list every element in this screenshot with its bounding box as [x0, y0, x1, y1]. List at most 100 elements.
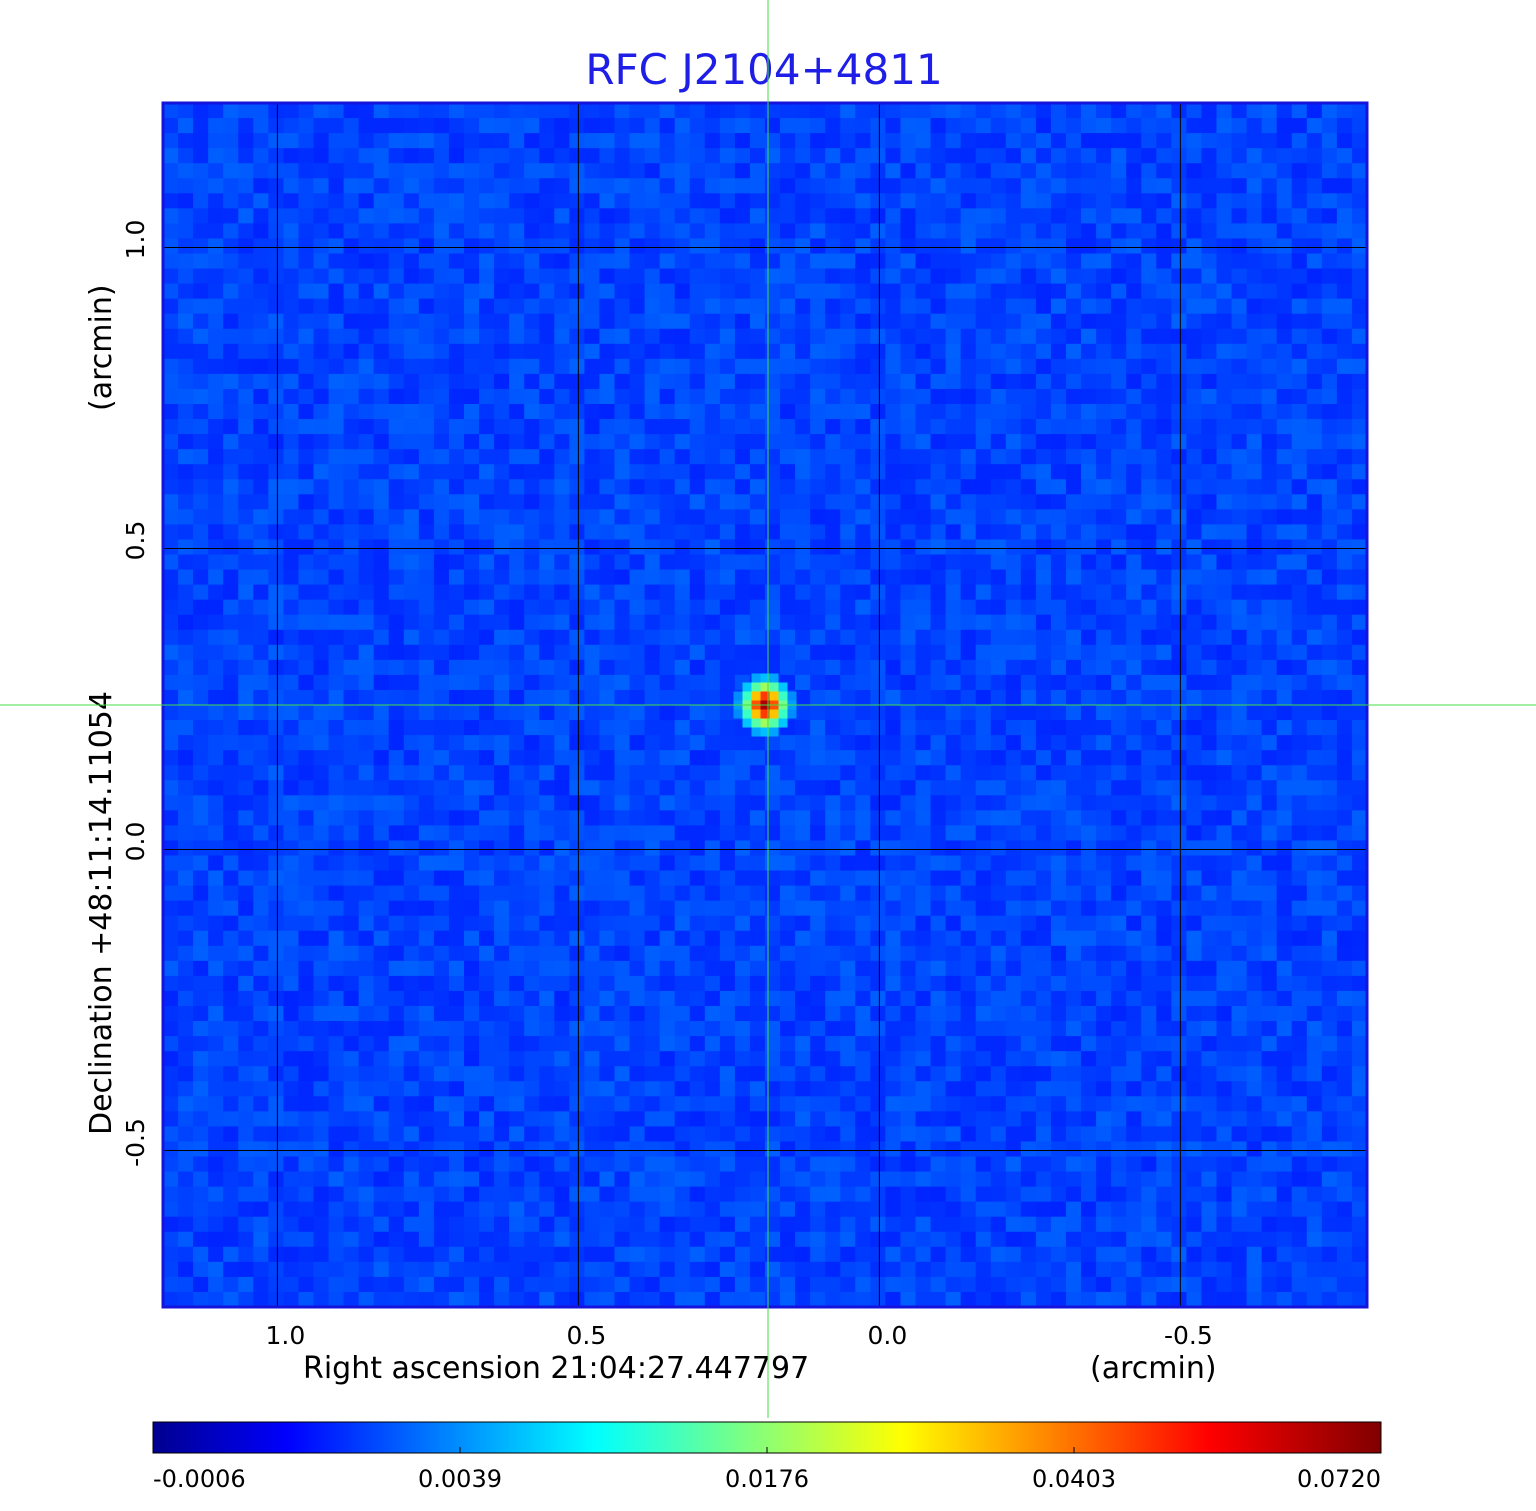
noise-pixel: [614, 509, 631, 525]
noise-pixel: [780, 599, 796, 616]
noise-pixel: [1081, 479, 1097, 495]
noise-pixel: [749, 434, 766, 450]
noise-pixel: [1066, 810, 1082, 826]
noise-pixel: [313, 1126, 330, 1143]
noise-pixel: [704, 945, 721, 962]
noise-pixel: [1005, 494, 1022, 510]
noise-pixel: [178, 434, 194, 450]
noise-pixel: [1020, 223, 1037, 240]
noise-pixel: [704, 148, 721, 164]
noise-pixel: [253, 223, 269, 240]
noise-pixel: [1005, 388, 1022, 405]
noise-pixel: [1050, 404, 1067, 420]
noise-pixel: [193, 900, 209, 917]
noise-pixel: [388, 1156, 405, 1173]
noise-pixel: [825, 343, 841, 360]
noise-pixel: [734, 253, 751, 270]
noise-pixel: [509, 479, 525, 495]
noise-pixel: [163, 674, 179, 691]
noise-pixel: [494, 208, 510, 224]
noise-pixel: [208, 298, 224, 315]
noise-pixel: [1005, 449, 1022, 465]
noise-pixel: [629, 1036, 646, 1052]
noise-pixel: [810, 419, 826, 435]
noise-pixel: [885, 1051, 902, 1067]
noise-pixel: [373, 133, 390, 149]
noise-pixel: [178, 118, 194, 134]
noise-pixel: [825, 1021, 841, 1037]
noise-pixel: [810, 599, 826, 616]
noise-pixel: [388, 1111, 405, 1127]
noise-pixel: [433, 133, 450, 149]
noise-pixel: [298, 539, 315, 556]
noise-pixel: [554, 614, 570, 631]
noise-pixel: [719, 644, 736, 661]
noise-pixel: [855, 1066, 871, 1082]
noise-pixel: [749, 1201, 766, 1218]
noise-pixel: [734, 870, 751, 887]
noise-pixel: [975, 1276, 992, 1293]
noise-pixel: [358, 373, 375, 390]
noise-pixel: [765, 569, 781, 586]
noise-pixel: [388, 975, 405, 992]
noise-pixel: [584, 945, 601, 962]
noise-pixel: [283, 1201, 300, 1218]
noise-pixel: [1035, 238, 1052, 255]
noise-pixel: [915, 1066, 932, 1082]
noise-pixel: [163, 750, 179, 766]
noise-pixel: [599, 208, 616, 224]
noise-pixel: [223, 1276, 239, 1293]
noise-pixel: [915, 705, 932, 721]
noise-pixel: [373, 1006, 390, 1022]
noise-pixel: [870, 268, 886, 285]
noise-pixel: [915, 103, 932, 119]
noise-pixel: [524, 208, 540, 224]
noise-pixel: [840, 810, 856, 826]
noise-pixel: [208, 133, 224, 149]
noise-pixel: [855, 674, 871, 691]
noise-pixel: [885, 599, 902, 616]
noise-pixel: [433, 1171, 450, 1188]
noise-pixel: [373, 1171, 390, 1188]
noise-pixel: [524, 1216, 540, 1233]
noise-pixel: [343, 795, 360, 811]
noise-pixel: [193, 1036, 209, 1052]
noise-pixel: [433, 705, 450, 721]
noise-pixel: [900, 1021, 917, 1037]
noise-pixel: [765, 960, 781, 977]
noise-pixel: [268, 1291, 284, 1308]
noise-pixel: [795, 148, 811, 164]
noise-pixel: [283, 1216, 300, 1233]
noise-pixel: [418, 238, 435, 255]
noise-pixel: [238, 419, 254, 435]
noise-pixel: [298, 975, 315, 992]
noise-pixel: [659, 584, 676, 601]
noise-pixel: [178, 825, 194, 842]
noise-pixel: [253, 193, 269, 209]
noise-pixel: [855, 343, 871, 360]
noise-pixel: [433, 1156, 450, 1173]
noise-pixel: [945, 343, 962, 360]
noise-pixel: [644, 163, 661, 179]
noise-pixel: [268, 720, 284, 736]
noise-pixel: [223, 554, 239, 571]
noise-pixel: [930, 629, 947, 646]
noise-pixel: [358, 780, 375, 796]
noise-pixel: [1035, 494, 1052, 510]
noise-pixel: [388, 915, 405, 932]
noise-pixel: [614, 554, 631, 571]
noise-pixel: [870, 404, 886, 420]
noise-pixel: [373, 1141, 390, 1158]
noise-pixel: [975, 373, 992, 390]
noise-pixel: [373, 118, 390, 134]
noise-pixel: [253, 900, 269, 917]
noise-pixel: [524, 404, 540, 420]
noise-pixel: [464, 1141, 480, 1158]
noise-pixel: [795, 629, 811, 646]
noise-pixel: [885, 1111, 902, 1127]
noise-pixel: [674, 599, 691, 616]
noise-pixel: [268, 810, 284, 826]
noise-pixel: [975, 238, 992, 255]
noise-pixel: [313, 1246, 330, 1263]
noise-pixel: [1066, 524, 1082, 541]
